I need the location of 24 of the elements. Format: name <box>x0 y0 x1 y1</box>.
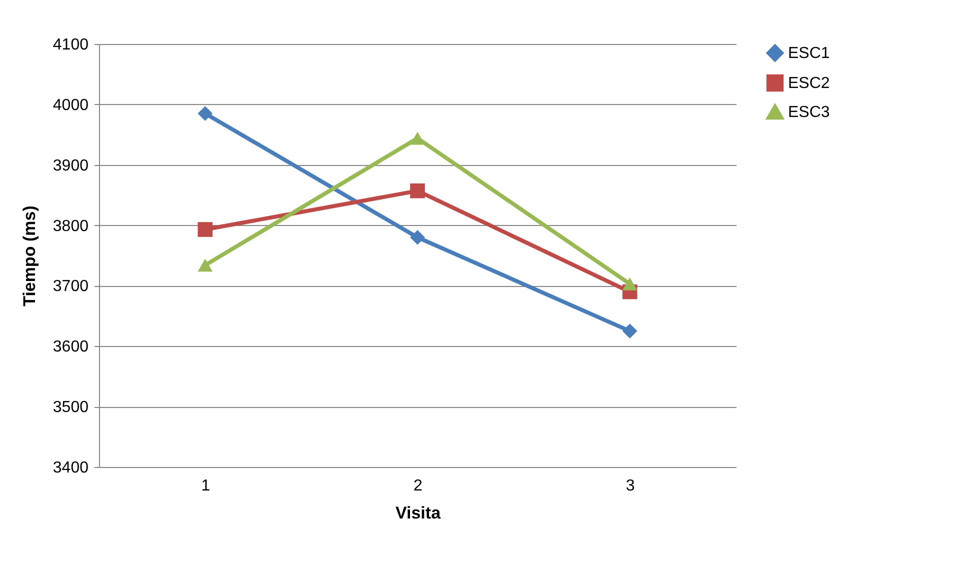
legend-label: ESC3 <box>788 104 830 121</box>
y-tick-label: 3700 <box>52 278 89 296</box>
y-axis-title: Tiempo (ms) <box>20 206 39 306</box>
point <box>410 183 425 198</box>
x-tick-label: 1 <box>201 478 210 494</box>
point <box>410 132 425 145</box>
x-axis-title: Visita <box>395 504 442 522</box>
point <box>410 230 425 245</box>
x-tick-label: 2 <box>414 478 423 494</box>
legend-label: ESC1 <box>788 45 830 62</box>
point <box>198 106 213 121</box>
y-tick-label: 3500 <box>52 399 89 416</box>
y-tick-label: 3900 <box>52 157 89 174</box>
point <box>622 324 638 338</box>
point <box>622 277 638 290</box>
x-tick-label: 3 <box>626 478 635 494</box>
point <box>198 258 213 272</box>
y-tick-label: 3400 <box>52 460 89 476</box>
point <box>198 222 213 237</box>
y-tick-label: 3800 <box>52 218 89 235</box>
y-tick-label: 3600 <box>52 338 89 356</box>
y-tick-label: 4000 <box>52 96 89 114</box>
legend-label: ESC2 <box>788 75 830 92</box>
y-tick-label: 4100 <box>52 36 89 54</box>
